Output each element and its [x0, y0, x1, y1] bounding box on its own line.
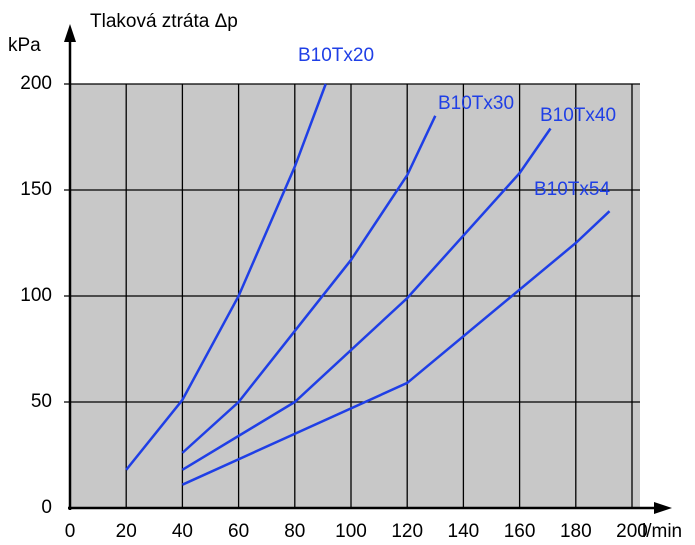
series-label: B10Tx40 [540, 105, 616, 126]
x-tick-label: 200 [616, 521, 648, 542]
y-axis-label: kPa [8, 35, 41, 56]
x-tick-label: 40 [172, 521, 193, 542]
x-tick-label: 20 [116, 521, 137, 542]
y-tick-label: 150 [20, 179, 52, 200]
series-line [181, 115, 437, 454]
y-tick-label: 0 [41, 497, 52, 518]
x-tick-label: 120 [391, 521, 423, 542]
x-tick-label: 80 [284, 521, 305, 542]
series-line [125, 83, 327, 471]
x-axis-arrow [654, 502, 672, 514]
x-tick-label: 60 [228, 521, 249, 542]
series-label: B10Tx54 [534, 179, 610, 200]
y-tick-label: 200 [20, 73, 52, 94]
x-tick-label: 160 [504, 521, 536, 542]
series-line [181, 210, 611, 486]
y-tick-label: 50 [31, 391, 52, 412]
x-tick-label: 180 [560, 521, 592, 542]
x-tick-label: 140 [448, 521, 480, 542]
chart-title: Tlaková ztráta Δp [90, 11, 238, 32]
x-tick-label: 100 [335, 521, 367, 542]
y-axis-arrow [64, 24, 76, 42]
x-axis-label: l/min [642, 521, 682, 542]
series-label: B10Tx30 [438, 93, 514, 114]
series-line [181, 127, 552, 471]
y-tick-label: 100 [20, 285, 52, 306]
series-label: B10Tx20 [298, 45, 374, 66]
x-tick-label: 0 [65, 521, 76, 542]
